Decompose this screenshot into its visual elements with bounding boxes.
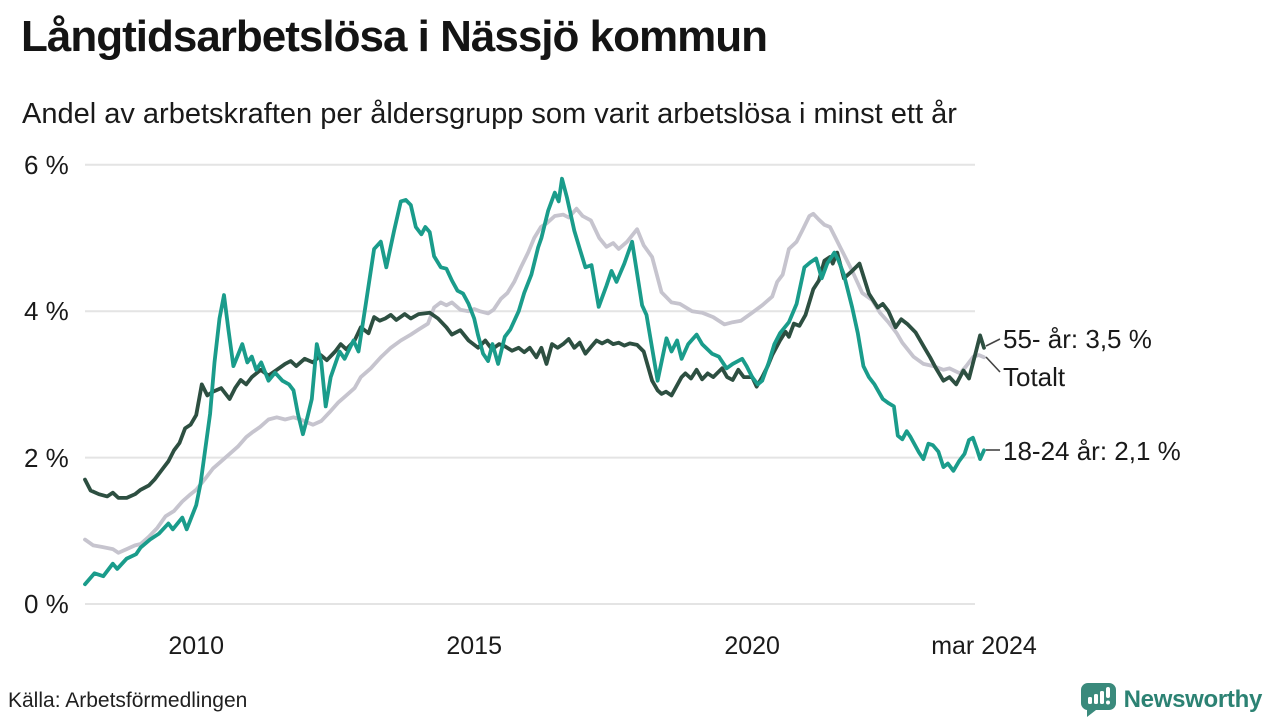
y-axis-tick-2: 2 % bbox=[24, 442, 69, 473]
series-label-totalt: Totalt bbox=[1003, 362, 1066, 392]
x-axis-tick-mar-2024: mar 2024 bbox=[931, 632, 1037, 660]
series-line-18-24-r bbox=[83, 176, 986, 587]
chart-title: Långtidsarbetslösa i Nässjö kommun bbox=[21, 12, 768, 61]
source-note: Källa: Arbetsförmedlingen bbox=[8, 689, 248, 712]
x-axis-tick-2015: 2015 bbox=[446, 632, 502, 660]
newsworthy-wordmark: Newsworthy bbox=[1123, 685, 1263, 713]
chart-subtitle: Andel av arbetskraften per åldersgrupp s… bbox=[22, 98, 957, 130]
x-axis-tick-2020: 2020 bbox=[724, 632, 780, 660]
y-axis-tick-0: 0 % bbox=[24, 589, 69, 619]
x-axis-tick-2010: 2010 bbox=[168, 632, 224, 660]
series-label-55-r: 55- år: 3,5 % bbox=[1003, 324, 1152, 354]
y-axis-tick-4: 4 % bbox=[24, 296, 69, 327]
newsworthy-brand: Newsworthy bbox=[1080, 682, 1262, 717]
y-axis-tick-6: 6 % bbox=[24, 149, 69, 180]
series-label-18-24-r: 18-24 år: 2,1 % bbox=[1003, 436, 1181, 466]
leader-line-1 bbox=[985, 356, 1001, 373]
series-line-totalt bbox=[83, 206, 986, 555]
leader-line-0 bbox=[985, 338, 1001, 347]
newsworthy-logo-icon bbox=[1080, 683, 1116, 717]
